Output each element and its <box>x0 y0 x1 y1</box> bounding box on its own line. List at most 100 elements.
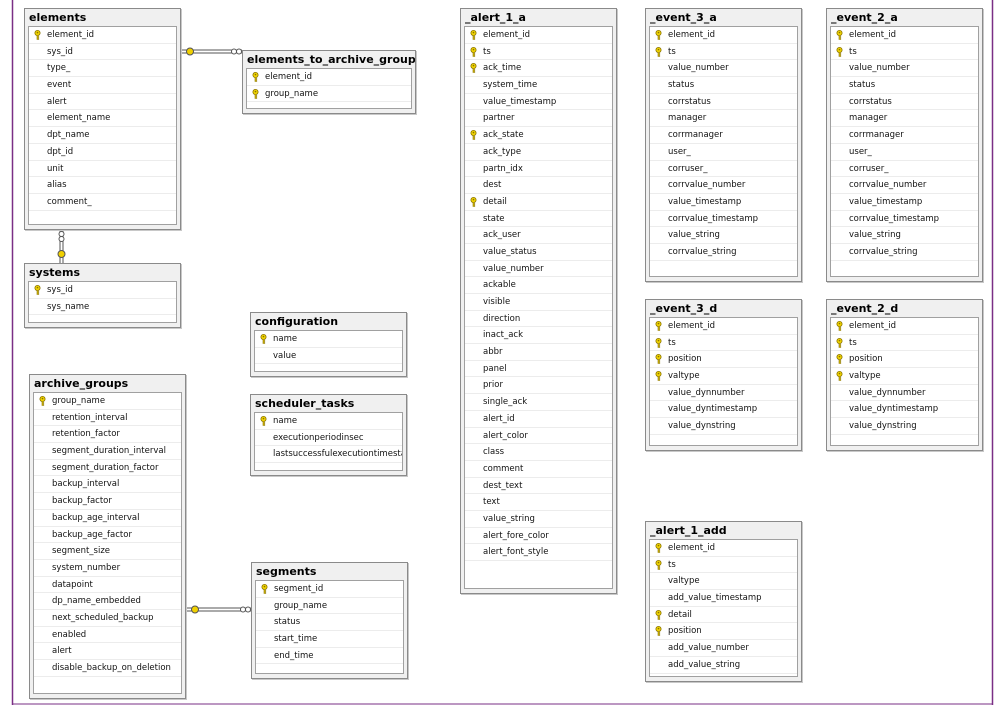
column-name: backup_age_interval <box>52 512 140 523</box>
column-row: system_number <box>34 560 181 577</box>
column-row: element_id <box>465 27 612 44</box>
column-name: comment <box>483 463 524 474</box>
column-row: position <box>831 351 978 369</box>
table: elements element_id sys_id type_ event alert e… <box>24 8 181 230</box>
column-name: position <box>668 354 702 365</box>
column-name: corrvalue_timestamp <box>849 213 940 224</box>
column-row: user_ <box>831 144 978 161</box>
key-icon <box>261 584 268 594</box>
column-name: corrvalue_timestamp <box>668 213 759 224</box>
column-name: value_timestamp <box>849 196 923 207</box>
column-name: end_time <box>274 650 314 661</box>
column-row: corrvalue_timestamp <box>831 211 978 228</box>
column-name: value_dynnumber <box>849 387 926 398</box>
column-row: dest_text <box>465 478 612 495</box>
column-row: ackable <box>465 277 612 294</box>
column-name: valtype <box>668 576 700 587</box>
key-icon <box>260 334 267 344</box>
column-name: name <box>273 334 298 344</box>
column-row: ts <box>831 335 978 352</box>
column-list: element_id ts valtype add_value_timestamp de… <box>649 539 798 677</box>
column-row: value <box>255 348 402 365</box>
column-row: corruser_ <box>831 161 978 178</box>
column-row: segment_id <box>256 581 403 598</box>
column-row: alert_font_style <box>465 544 612 561</box>
key-icon <box>655 337 662 348</box>
column-name: state <box>483 213 505 224</box>
table: scheduler_tasks name executionperiodinsec l… <box>250 394 407 476</box>
column-row: ts <box>831 44 978 61</box>
column-name: user_ <box>668 146 691 157</box>
key-icon <box>470 130 477 140</box>
column-row: element_id <box>650 540 797 557</box>
key-icon <box>836 321 843 331</box>
table: _event_3_d element_id ts position valtype val… <box>645 299 802 451</box>
column-row: element_id <box>650 318 797 335</box>
column-name: value_string <box>849 230 901 241</box>
column-name: ack_time <box>483 63 522 74</box>
column-name: comment_ <box>47 196 92 207</box>
column-row: ack_state <box>465 127 612 144</box>
column-name: value_timestamp <box>483 96 557 107</box>
key-icon <box>655 543 662 553</box>
column-row: system_time <box>465 77 612 94</box>
column-name: value_dynnumber <box>668 387 745 398</box>
column-row: status <box>650 77 797 94</box>
table-name: archive_groups <box>34 377 129 390</box>
key-icon <box>836 371 843 381</box>
column-name: status <box>849 80 876 91</box>
column-name: alert_font_style <box>483 547 549 558</box>
column-row: corrvalue_string <box>650 244 797 261</box>
column-list: element_id ts value_number status corrstatus… <box>649 26 798 277</box>
column-row: comment <box>465 461 612 478</box>
column-row: segment_duration_factor <box>34 460 181 477</box>
table: segments segment_id group_name status start_… <box>251 562 408 679</box>
column-row: position <box>650 623 797 641</box>
column-name: group_name <box>52 396 106 406</box>
column-name: segment_size <box>52 546 111 557</box>
column-name: next_scheduled_backup <box>52 612 154 623</box>
column-list: element_id ts position valtype value_dynnumb… <box>649 317 798 446</box>
table-name: elements <box>29 11 87 24</box>
column-name: partner <box>483 113 515 124</box>
column-name: valtype <box>668 371 700 382</box>
column-row: prior <box>465 377 612 395</box>
key-icon <box>252 72 259 82</box>
key-icon <box>260 416 267 426</box>
column-name: sys_name <box>47 301 90 312</box>
relationship <box>186 605 251 614</box>
column-name: value <box>273 350 297 361</box>
column-name: corrmanager <box>668 130 723 141</box>
column-row: corrmanager <box>650 127 797 144</box>
column-name: element_id <box>483 30 531 40</box>
column-name: position <box>668 626 702 637</box>
column-row: status <box>831 77 978 94</box>
column-row: corrvalue_number <box>831 177 978 194</box>
column-name: backup_factor <box>52 496 112 507</box>
relationship <box>57 230 66 263</box>
column-row: unit <box>29 161 176 178</box>
column-name: position <box>849 354 883 365</box>
column-name: disable_backup_on_deletion <box>52 663 171 673</box>
column-name: element_id <box>849 30 897 40</box>
table-name: systems <box>29 266 80 279</box>
column-name: corrstatus <box>849 96 892 107</box>
column-name: corrvalue_number <box>668 180 746 191</box>
column-row: value_dyntimestamp <box>831 401 978 419</box>
key-icon <box>470 30 477 40</box>
column-name: executionperiodinsec <box>273 432 364 443</box>
column-row: ack_time <box>465 60 612 78</box>
table-name: _event_3_a <box>650 11 717 24</box>
column-name: ts <box>483 46 491 57</box>
column-name: add_value_timestamp <box>668 593 762 604</box>
column-row: segment_duration_interval <box>34 443 181 460</box>
column-row: backup_interval <box>34 476 181 494</box>
column-name: enabled <box>52 629 87 640</box>
column-row: direction <box>465 311 612 328</box>
column-list: element_id group_name <box>246 68 412 109</box>
column-name: valtype <box>849 371 881 382</box>
column-name: system_number <box>52 562 121 573</box>
column-row: visible <box>465 294 612 311</box>
column-row: add_value_timestamp <box>650 590 797 607</box>
